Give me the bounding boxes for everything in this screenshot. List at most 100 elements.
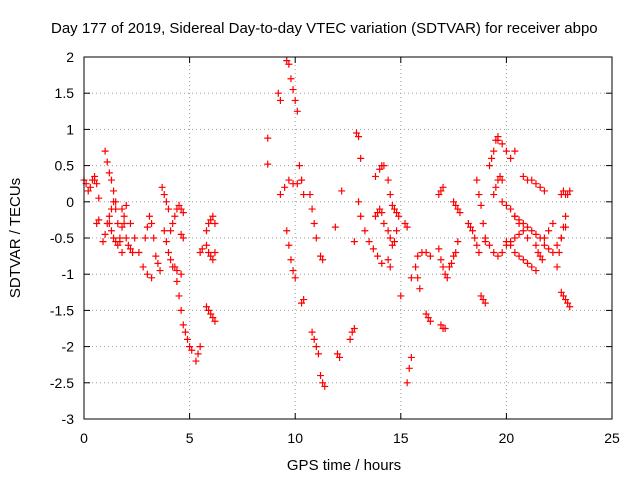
data-point bbox=[519, 227, 527, 235]
data-point bbox=[481, 299, 489, 307]
data-point bbox=[194, 350, 202, 358]
data-point bbox=[126, 245, 134, 253]
data-point bbox=[105, 220, 113, 228]
data-point bbox=[374, 252, 382, 260]
data-point bbox=[422, 310, 430, 318]
data-point bbox=[164, 205, 172, 213]
data-point bbox=[475, 248, 483, 256]
data-point bbox=[101, 230, 109, 238]
data-point bbox=[131, 234, 139, 242]
data-point bbox=[378, 259, 386, 267]
data-point bbox=[192, 357, 200, 365]
x-tick-label: 15 bbox=[393, 430, 409, 446]
data-point bbox=[450, 198, 458, 206]
data-point bbox=[202, 303, 210, 311]
data-point bbox=[524, 259, 532, 267]
data-point bbox=[564, 191, 572, 199]
data-point bbox=[101, 147, 109, 155]
data-point bbox=[426, 252, 434, 260]
data-point bbox=[473, 241, 481, 249]
data-point bbox=[534, 248, 542, 256]
data-point bbox=[198, 245, 206, 253]
data-point bbox=[148, 274, 156, 282]
plot-frame bbox=[83, 56, 613, 420]
data-point bbox=[494, 136, 502, 144]
data-point bbox=[321, 382, 329, 390]
data-point bbox=[312, 234, 320, 242]
data-point bbox=[118, 248, 126, 256]
data-point bbox=[177, 306, 185, 314]
data-point bbox=[93, 180, 101, 188]
y-tick-label: -1 bbox=[62, 266, 75, 282]
data-point bbox=[148, 220, 156, 228]
data-point bbox=[466, 223, 474, 231]
data-point bbox=[107, 176, 115, 184]
grid-lines bbox=[84, 57, 612, 419]
data-point bbox=[357, 154, 365, 162]
data-point bbox=[177, 205, 185, 213]
data-point bbox=[306, 191, 314, 199]
data-point bbox=[532, 180, 540, 188]
data-point bbox=[384, 176, 392, 184]
data-point bbox=[352, 129, 360, 137]
data-point bbox=[496, 172, 504, 180]
data-point bbox=[173, 277, 181, 285]
data-point bbox=[141, 234, 149, 242]
x-axis-label: GPS time / hours bbox=[287, 457, 401, 474]
data-point bbox=[390, 238, 398, 246]
data-point bbox=[186, 343, 194, 351]
data-point bbox=[179, 234, 187, 242]
data-point bbox=[545, 227, 553, 235]
data-point bbox=[562, 296, 570, 304]
data-point bbox=[538, 256, 546, 264]
data-point bbox=[312, 343, 320, 351]
data-point bbox=[566, 187, 574, 195]
data-point bbox=[384, 256, 392, 264]
data-point bbox=[183, 335, 191, 343]
data-point bbox=[549, 248, 557, 256]
data-point bbox=[540, 187, 548, 195]
data-point bbox=[287, 256, 295, 264]
data-point bbox=[287, 75, 295, 83]
data-point bbox=[393, 209, 401, 217]
y-tick-label: 0.5 bbox=[55, 158, 75, 174]
data-point bbox=[114, 220, 122, 228]
data-point bbox=[95, 216, 103, 224]
data-point bbox=[145, 212, 153, 220]
data-point bbox=[283, 57, 291, 65]
data-point bbox=[524, 223, 532, 231]
y-tick-label: -2 bbox=[62, 339, 75, 355]
data-point bbox=[532, 267, 540, 275]
data-point bbox=[107, 227, 115, 235]
data-point bbox=[559, 292, 567, 300]
data-point bbox=[507, 205, 515, 213]
x-tick-label: 25 bbox=[604, 430, 620, 446]
data-point bbox=[435, 245, 443, 253]
y-tick-label: -3 bbox=[62, 411, 75, 427]
data-point bbox=[135, 248, 143, 256]
data-point bbox=[173, 267, 181, 275]
data-point bbox=[407, 353, 415, 361]
data-point bbox=[202, 227, 210, 235]
data-point bbox=[357, 212, 365, 220]
data-point bbox=[181, 328, 189, 336]
data-point bbox=[207, 310, 215, 318]
y-tick-label: -2.5 bbox=[50, 375, 74, 391]
data-point bbox=[209, 212, 217, 220]
data-point bbox=[289, 86, 297, 94]
data-point bbox=[105, 212, 113, 220]
data-point bbox=[502, 147, 510, 155]
data-point bbox=[414, 274, 422, 282]
data-point bbox=[380, 220, 388, 228]
data-point bbox=[118, 223, 126, 231]
data-point bbox=[555, 248, 563, 256]
data-point bbox=[283, 227, 291, 235]
data-point bbox=[515, 252, 523, 260]
data-point bbox=[361, 227, 369, 235]
data-point bbox=[285, 60, 293, 68]
data-point bbox=[386, 234, 394, 242]
data-point bbox=[160, 227, 168, 235]
data-point bbox=[93, 220, 101, 228]
data-point bbox=[528, 263, 536, 271]
